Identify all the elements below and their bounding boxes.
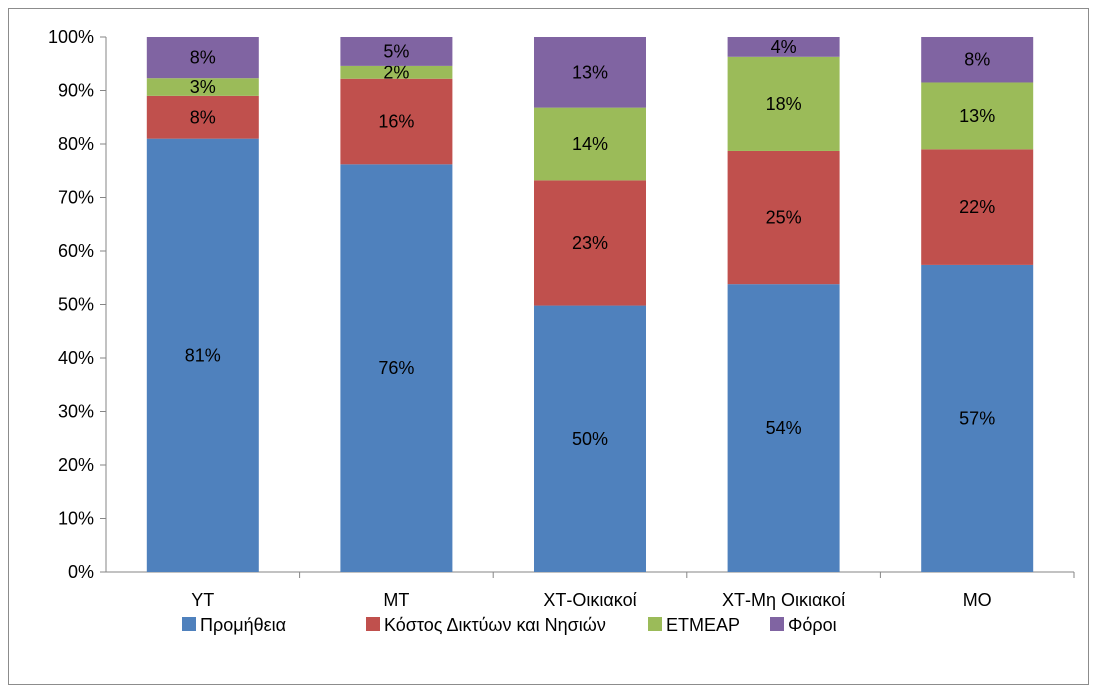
data-label: 8% <box>190 48 216 68</box>
data-label: 54% <box>766 418 802 438</box>
legend-item: Φόροι <box>770 615 837 635</box>
bar-segment <box>921 37 1034 83</box>
bar-segment <box>727 284 840 572</box>
chart-canvas: 0% 10% 20% 30% 40% 50% 60% 70% 80% 90% 100% ΥΤ ΜΤ ΧΤ-… <box>48 27 1075 635</box>
data-label: 22% <box>959 197 995 217</box>
bar-segment <box>534 37 646 108</box>
data-label: 76% <box>378 358 414 378</box>
y-tick-label: 70% <box>58 188 94 208</box>
data-label: 8% <box>190 107 216 127</box>
bar-segment <box>146 95 259 139</box>
legend-item: Προμήθεια <box>182 615 286 635</box>
bar-segment <box>340 37 453 66</box>
legend-swatch <box>648 617 662 631</box>
bar-segment <box>534 305 646 572</box>
bar-segment <box>340 65 453 79</box>
data-label: 4% <box>771 37 797 57</box>
data-label: 57% <box>959 408 995 428</box>
y-tick-label: 50% <box>58 295 94 315</box>
data-label: 2% <box>383 62 409 82</box>
x-tick-label: ΜΟ <box>963 590 992 610</box>
data-label: 23% <box>572 233 608 253</box>
data-label: 18% <box>766 94 802 114</box>
legend-swatch <box>182 617 196 631</box>
bar-segment <box>921 82 1034 150</box>
legend-item: ΕΤΜΕΑΡ <box>648 615 740 635</box>
data-label: 8% <box>964 50 990 70</box>
data-label: 5% <box>383 41 409 61</box>
y-tick-label: 60% <box>58 241 94 261</box>
y-tick-label: 40% <box>58 348 94 368</box>
data-label: 13% <box>572 62 608 82</box>
legend-swatch <box>366 617 380 631</box>
bar-segment <box>146 78 259 96</box>
legend-label: Κόστος Δικτύων και Νησιών <box>384 615 606 635</box>
legend: Προμήθεια Κόστος Δικτύων και Νησιών ΕΤΜΕΑΡ… <box>182 615 837 635</box>
x-tick-label: ΜΤ <box>383 590 409 610</box>
bar-segment <box>146 138 259 572</box>
data-label: 81% <box>185 345 221 365</box>
y-tick-label: 100% <box>48 27 94 47</box>
bar-segment <box>921 149 1034 265</box>
bar-segment <box>534 107 646 181</box>
bar-segment <box>727 37 840 57</box>
x-tick-label: ΧΤ-Οικιακοί <box>543 590 636 610</box>
legend-label: ΕΤΜΕΑΡ <box>666 615 740 635</box>
y-tick-label: 0% <box>68 562 94 582</box>
y-tick-label: 10% <box>58 509 94 529</box>
bar-segment <box>534 180 646 306</box>
data-label: 16% <box>378 112 414 132</box>
bar-segment <box>340 78 453 165</box>
legend-swatch <box>770 617 784 631</box>
chart-frame: 0% 10% 20% 30% 40% 50% 60% 70% 80% 90% 100% ΥΤ ΜΤ ΧΤ-… <box>8 8 1089 685</box>
legend-label: Προμήθεια <box>200 615 286 635</box>
x-tick-label: ΧΤ-Μη Οικιακοί <box>722 590 845 610</box>
bar-segment <box>340 164 453 572</box>
y-tick-label: 80% <box>58 134 94 154</box>
y-tick-label: 20% <box>58 455 94 475</box>
x-tick-label: ΥΤ <box>191 590 214 610</box>
bar-segment <box>727 56 840 151</box>
data-label: 14% <box>572 134 608 154</box>
data-label: 25% <box>766 208 802 228</box>
bars: 81% 8% 3% 8% 76% 16% 2%5% 50% 23% 14% 13% 54% 25% 18%… <box>146 37 1034 572</box>
bar-segment <box>921 264 1034 572</box>
y-tick-label: 90% <box>58 81 94 101</box>
legend-item: Κόστος Δικτύων και Νησιών <box>366 615 606 635</box>
axes: 0% 10% 20% 30% 40% 50% 60% 70% 80% 90% 100% ΥΤ ΜΤ ΧΤ-… <box>48 27 1075 610</box>
data-label: 13% <box>959 106 995 126</box>
bar-segment <box>727 150 840 285</box>
y-tick-label: 30% <box>58 402 94 422</box>
data-label: 3% <box>190 77 216 97</box>
legend-label: Φόροι <box>788 615 837 635</box>
data-label: 50% <box>572 429 608 449</box>
bar-segment <box>146 37 259 79</box>
